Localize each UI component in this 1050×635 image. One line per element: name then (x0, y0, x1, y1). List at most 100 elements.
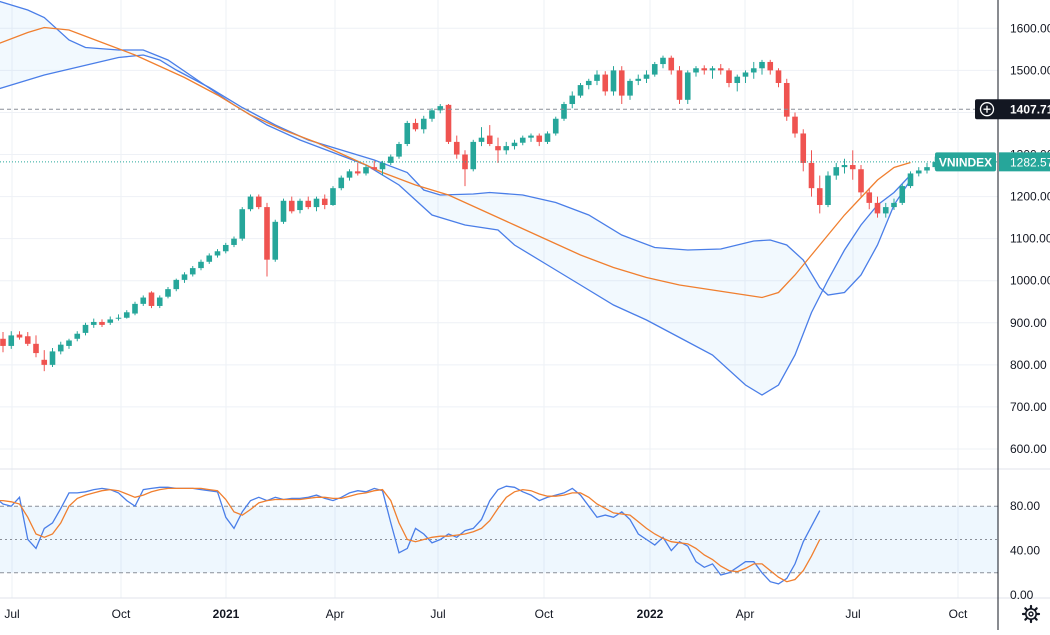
candle[interactable] (33, 335, 39, 358)
candle[interactable] (618, 66, 625, 105)
candle[interactable] (148, 291, 155, 309)
candle[interactable] (470, 139, 477, 172)
candle[interactable] (684, 70, 691, 105)
candle[interactable] (181, 272, 188, 283)
gear-icon[interactable] (1021, 604, 1041, 624)
candle[interactable] (742, 70, 749, 83)
candle[interactable] (924, 162, 930, 174)
candle[interactable] (462, 150, 468, 187)
candle[interactable] (792, 112, 798, 138)
candle[interactable] (891, 198, 897, 211)
candle[interactable] (767, 59, 774, 75)
ui-controls[interactable] (979, 102, 1041, 624)
candle[interactable] (602, 71, 609, 96)
candle[interactable] (437, 104, 444, 114)
candle[interactable] (107, 316, 114, 325)
candle[interactable] (726, 68, 732, 88)
candle[interactable] (503, 141, 510, 155)
candle[interactable] (173, 278, 180, 292)
candle[interactable] (346, 169, 353, 181)
candle[interactable] (429, 108, 435, 122)
candle[interactable] (396, 141, 402, 159)
candle[interactable] (74, 331, 81, 342)
candle[interactable] (866, 188, 873, 210)
candle[interactable] (90, 318, 97, 328)
candle[interactable] (841, 158, 848, 174)
candle[interactable] (140, 295, 147, 306)
candle[interactable] (577, 82, 584, 98)
candle[interactable] (643, 70, 650, 83)
candle[interactable] (495, 137, 501, 163)
candle[interactable] (420, 115, 427, 134)
candle[interactable] (247, 194, 254, 212)
candle[interactable] (734, 74, 741, 92)
candle[interactable] (478, 127, 485, 147)
candle[interactable] (57, 341, 64, 355)
candle[interactable] (775, 68, 782, 88)
candle[interactable] (882, 202, 889, 218)
candle[interactable] (313, 196, 320, 212)
candle[interactable] (874, 196, 881, 218)
candle[interactable] (404, 120, 411, 147)
candle[interactable] (915, 167, 922, 177)
candle[interactable] (363, 165, 369, 176)
candle[interactable] (858, 165, 864, 197)
candle[interactable] (132, 301, 138, 316)
candle[interactable] (156, 295, 163, 309)
candle[interactable] (693, 66, 699, 77)
candle[interactable] (750, 61, 757, 79)
candle[interactable] (49, 348, 56, 367)
candle[interactable] (288, 196, 295, 214)
candle[interactable] (264, 202, 270, 277)
candle[interactable] (594, 70, 600, 86)
candle[interactable] (206, 253, 213, 264)
candle[interactable] (651, 61, 658, 77)
candle[interactable] (552, 116, 559, 136)
candle[interactable] (41, 350, 48, 372)
candle[interactable] (610, 66, 617, 96)
candle[interactable] (99, 319, 105, 327)
candle[interactable] (486, 125, 493, 147)
candle[interactable] (833, 162, 840, 180)
candle[interactable] (849, 150, 856, 180)
candle[interactable] (198, 259, 204, 271)
candle[interactable] (445, 104, 452, 144)
candle[interactable] (231, 236, 237, 248)
candle[interactable] (412, 118, 419, 132)
candle[interactable] (800, 129, 807, 172)
candle[interactable] (16, 331, 23, 340)
candle[interactable] (899, 183, 906, 205)
candle[interactable] (569, 91, 576, 109)
candle[interactable] (701, 65, 708, 75)
candle[interactable] (783, 78, 790, 121)
candle[interactable] (709, 66, 716, 79)
plus-circle-icon[interactable] (979, 102, 995, 117)
candle[interactable] (668, 55, 675, 75)
candle[interactable] (82, 322, 89, 336)
candle[interactable] (453, 135, 460, 159)
candles[interactable] (0, 55, 939, 372)
candle[interactable] (222, 242, 229, 254)
candle[interactable] (808, 150, 815, 197)
candle[interactable] (717, 64, 724, 75)
candle[interactable] (66, 338, 72, 349)
candle[interactable] (8, 331, 15, 349)
candle[interactable] (354, 162, 361, 176)
candle[interactable] (825, 171, 831, 208)
candle[interactable] (189, 265, 196, 277)
candle[interactable] (239, 207, 246, 241)
candle[interactable] (816, 175, 823, 214)
candle[interactable] (115, 314, 122, 321)
candle[interactable] (660, 55, 666, 69)
candle[interactable] (280, 198, 287, 224)
candle[interactable] (0, 332, 6, 353)
candle[interactable] (627, 78, 633, 100)
candle[interactable] (305, 196, 312, 210)
candle[interactable] (123, 310, 130, 319)
candle[interactable] (676, 66, 683, 105)
candle[interactable] (511, 139, 518, 150)
candle[interactable] (165, 287, 171, 299)
candle[interactable] (585, 78, 592, 90)
